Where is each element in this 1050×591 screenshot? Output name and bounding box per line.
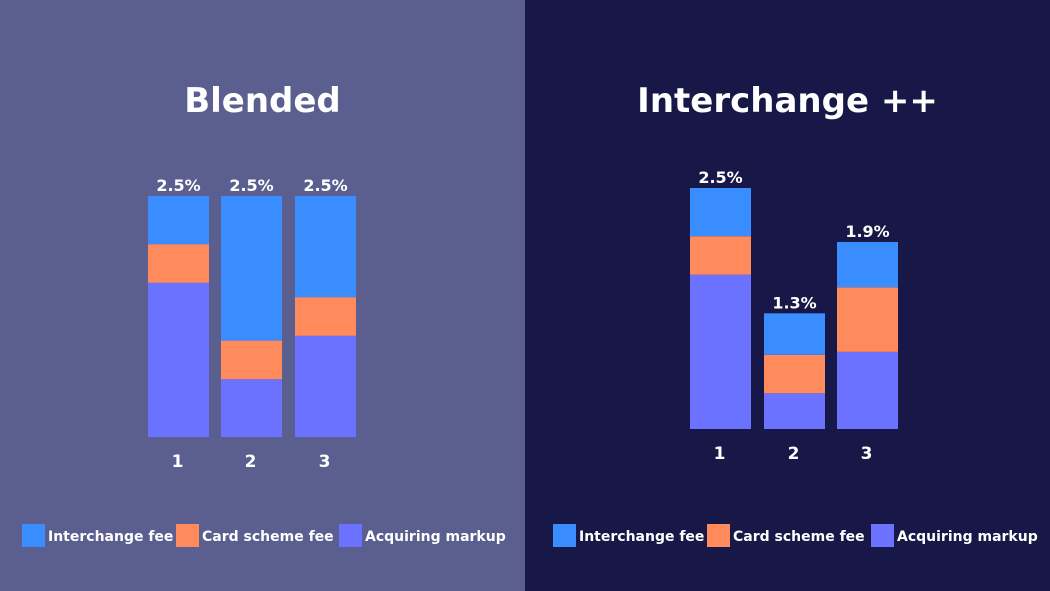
legend-label-interchange-fee: Interchange fee [579, 529, 704, 545]
interchange-plus-plus-chart: Interchange ++ 2.5% 1 1.3% 2 1.9% 3 Interchange… [525, 0, 1050, 591]
x-tick-1: 1 [172, 452, 184, 472]
bar-acquiring-markup-2 [764, 393, 825, 429]
legend-swatch-acquiring-markup [871, 524, 894, 547]
legend: Interchange fee Card scheme fee Acquiring … [553, 524, 1038, 547]
bar-acquiring-markup-1 [148, 282, 209, 437]
bar-interchange-fee-1 [148, 196, 209, 245]
bar-card-scheme-fee-3 [837, 287, 898, 352]
bar-card-scheme-fee-2 [221, 340, 282, 380]
blended-chart: Blended 2.5% 1 2.5% 2 2.5% 3 Interchange fee Car… [0, 0, 525, 591]
interchange-plus-plus-chart-panel: Interchange ++ 2.5% 1 1.3% 2 1.9% 3 Interchange… [525, 0, 1050, 591]
x-tick-2: 2 [788, 444, 800, 464]
bar-acquiring-markup-2 [221, 379, 282, 437]
bar-interchange-fee-3 [295, 196, 356, 298]
x-tick-1: 1 [714, 444, 726, 464]
legend-swatch-card-scheme-fee [707, 524, 730, 547]
legend-swatch-interchange-fee [553, 524, 576, 547]
legend-label-card-scheme-fee: Card scheme fee [202, 529, 334, 545]
chart-title: Interchange ++ [637, 81, 938, 121]
total-label-2: 2.5% [229, 176, 273, 195]
bar-interchange-fee-3 [837, 241, 898, 288]
bar-card-scheme-fee-1 [690, 236, 751, 275]
bar-acquiring-markup-3 [837, 351, 898, 429]
legend-label-acquiring-markup: Acquiring markup [897, 529, 1038, 545]
bar-interchange-fee-2 [764, 313, 825, 355]
legend-label-interchange-fee: Interchange fee [48, 529, 173, 545]
blended-chart-panel: Blended 2.5% 1 2.5% 2 2.5% 3 Interchange fee Car… [0, 0, 525, 591]
bar-card-scheme-fee-1 [148, 244, 209, 283]
total-label-2: 1.3% [772, 293, 816, 312]
bar-acquiring-markup-3 [295, 335, 356, 437]
total-label-3: 1.9% [845, 222, 889, 241]
legend: Interchange fee Card scheme fee Acquiring … [22, 524, 506, 547]
legend-swatch-card-scheme-fee [176, 524, 199, 547]
bar-acquiring-markup-1 [690, 274, 751, 429]
total-label-1: 2.5% [156, 176, 200, 195]
x-tick-3: 3 [319, 452, 331, 472]
legend-swatch-interchange-fee [22, 524, 45, 547]
bar-card-scheme-fee-3 [295, 297, 356, 336]
legend-label-acquiring-markup: Acquiring markup [365, 529, 506, 545]
bar-interchange-fee-2 [221, 196, 282, 341]
total-label-1: 2.5% [698, 168, 742, 187]
bar-interchange-fee-1 [690, 188, 751, 237]
panel-background [525, 0, 1050, 591]
x-tick-2: 2 [245, 452, 257, 472]
bar-card-scheme-fee-2 [764, 354, 825, 394]
x-tick-3: 3 [861, 444, 873, 464]
chart-title: Blended [184, 81, 341, 121]
legend-swatch-acquiring-markup [339, 524, 362, 547]
total-label-3: 2.5% [303, 176, 347, 195]
legend-label-card-scheme-fee: Card scheme fee [733, 529, 865, 545]
